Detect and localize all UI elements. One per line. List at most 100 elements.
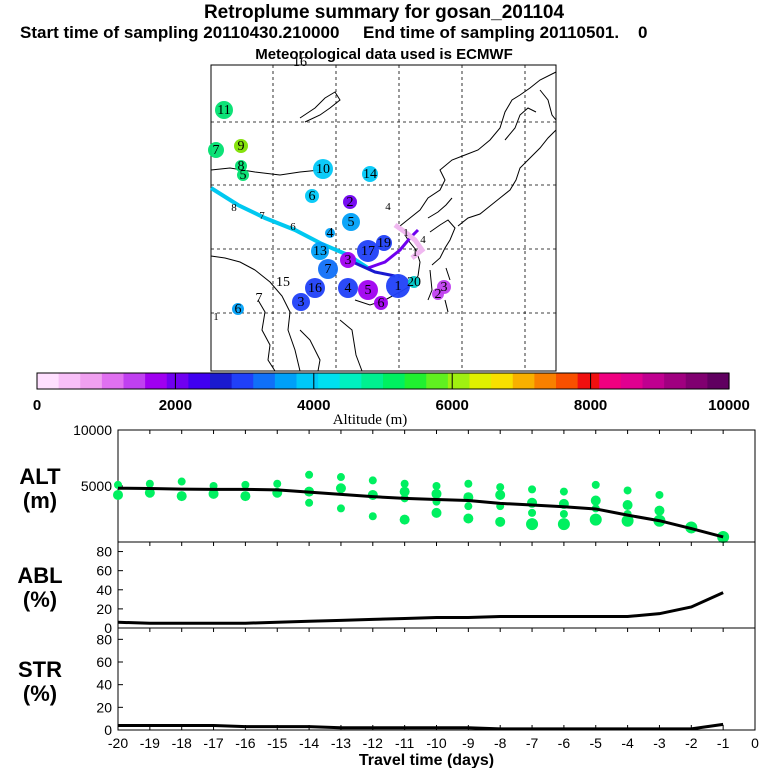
plume-day-label: 2 bbox=[435, 287, 442, 302]
plume-day-label: 9 bbox=[238, 139, 245, 154]
plume-circle bbox=[305, 189, 319, 203]
altitude-point bbox=[557, 518, 570, 531]
plume-day-label: 15 bbox=[276, 275, 290, 290]
plume-circle bbox=[358, 280, 378, 300]
plume-day-label: 6 bbox=[378, 296, 385, 311]
colorbar-tick-label: 2000 bbox=[159, 397, 192, 414]
panel-y-tick-label: 40 bbox=[96, 677, 112, 693]
coastlines bbox=[210, 71, 557, 372]
x-tick-label: -8 bbox=[494, 735, 507, 751]
panel-y-label: ALT bbox=[19, 464, 61, 489]
colorbar-tick-label: 6000 bbox=[436, 397, 469, 414]
colorbar-ticks: 0 2000 4000 6000 8000 10000 bbox=[33, 373, 750, 414]
plume-circle bbox=[408, 276, 420, 288]
colorbar-cell bbox=[37, 373, 60, 389]
plume-circle bbox=[340, 252, 356, 268]
colorbar-cell bbox=[101, 373, 125, 389]
end-time-label: End time of sampling 20110501. bbox=[363, 23, 620, 42]
plume-day-label: 19 bbox=[377, 236, 391, 251]
colorbar-cell bbox=[339, 373, 362, 389]
plume-day-label: 20 bbox=[407, 275, 421, 290]
plume-day-label: 3 bbox=[441, 280, 448, 295]
plume-day-label: 6 bbox=[290, 221, 296, 233]
altitude-point bbox=[589, 513, 602, 526]
series-line bbox=[117, 591, 724, 625]
panel-y-tick-label: 80 bbox=[96, 544, 112, 560]
x-tick-label: -6 bbox=[558, 735, 571, 751]
track-pink bbox=[393, 222, 426, 260]
colorbar-cell bbox=[361, 373, 384, 389]
plume-day-label: 7 bbox=[213, 143, 220, 158]
plume-day-label: 5 bbox=[365, 283, 372, 298]
altitude-point bbox=[241, 480, 250, 489]
altitude-point bbox=[176, 491, 187, 502]
sampling-time-line: Start time of sampling 20110430.210000 E… bbox=[20, 23, 768, 43]
plume-day-label: 7 bbox=[256, 291, 263, 306]
altitude-point bbox=[559, 510, 568, 518]
colorbar-cell bbox=[512, 373, 535, 389]
colorbar-cell bbox=[534, 373, 557, 389]
altitude-point bbox=[399, 486, 410, 497]
x-tick-label: -17 bbox=[203, 735, 223, 751]
x-tick-label: -16 bbox=[235, 735, 255, 751]
plume-day-label: 3 bbox=[298, 295, 305, 310]
altitude-point bbox=[177, 477, 186, 486]
panel-y-tick-label: 0 bbox=[104, 722, 112, 738]
start-time-label: Start time of sampling 20110430.210000 bbox=[20, 23, 340, 42]
altitude-point bbox=[463, 513, 474, 524]
plume-day-label: 7 bbox=[259, 210, 265, 222]
x-tick-label: -15 bbox=[267, 735, 287, 751]
x-tick-label: -2 bbox=[685, 735, 698, 751]
plume-day-label: 5 bbox=[348, 215, 355, 230]
chart-title: Retroplume summary for gosan_201104 bbox=[203, 2, 565, 23]
plume-circles bbox=[208, 101, 451, 315]
plume-circle bbox=[357, 240, 379, 262]
plume-circle bbox=[215, 101, 233, 119]
plume-day-label: 5 bbox=[240, 168, 247, 183]
plume-day-label: 6 bbox=[235, 302, 242, 317]
plume-day-label: 16 bbox=[308, 281, 322, 296]
plume-circle bbox=[208, 142, 224, 158]
altitude-point bbox=[368, 476, 377, 485]
altitude-point bbox=[526, 518, 539, 531]
plume-circle bbox=[234, 139, 248, 153]
colorbar-cell bbox=[318, 373, 341, 389]
series-line bbox=[117, 486, 724, 539]
altitude-point bbox=[590, 495, 601, 506]
plume-circle bbox=[386, 274, 410, 298]
x-tick-label: -13 bbox=[331, 735, 351, 751]
panel-y-tick-label: 40 bbox=[96, 582, 112, 598]
colorbar-tick-label: 0 bbox=[33, 397, 41, 414]
plume-day-label: 7 bbox=[325, 262, 332, 277]
colorbar-cell bbox=[664, 373, 687, 389]
altitude-point bbox=[559, 487, 568, 496]
colorbar-cell bbox=[642, 373, 665, 389]
altitude-point bbox=[528, 485, 537, 494]
altitude-point bbox=[399, 514, 410, 525]
plume-circle bbox=[237, 169, 249, 181]
altitude-point bbox=[208, 488, 219, 499]
colorbar-cell bbox=[123, 373, 146, 389]
altitude-point bbox=[621, 514, 634, 527]
panel-frame bbox=[117, 627, 756, 731]
x-tick-label: -11 bbox=[395, 735, 414, 751]
altitude-point bbox=[305, 470, 314, 479]
colorbar-cell bbox=[469, 373, 492, 389]
x-tick-label: 0 bbox=[751, 735, 759, 751]
end-time-suffix: 0 bbox=[637, 23, 648, 42]
plume-circle bbox=[374, 296, 388, 310]
altitude-colorbar: 0 2000 4000 6000 8000 10000 Altitude (m) bbox=[33, 372, 750, 428]
meteorological-data-label: Meteorological data used is ECMWF bbox=[255, 46, 513, 63]
time-series-panels: 500010000ALT(m)020406080ABL(%)020406080S… bbox=[17, 422, 759, 768]
panel-y-label: (%) bbox=[23, 587, 57, 612]
altitude-point bbox=[400, 479, 409, 488]
colorbar-cell bbox=[404, 373, 427, 389]
panel-y-tick-label: 5000 bbox=[81, 478, 112, 494]
plume-day-label: 8 bbox=[231, 202, 237, 214]
colorbar-cell bbox=[556, 373, 579, 389]
colorbar-cell bbox=[707, 373, 730, 389]
altitude-point bbox=[145, 479, 154, 488]
panel-y-label: ABL bbox=[17, 563, 62, 588]
